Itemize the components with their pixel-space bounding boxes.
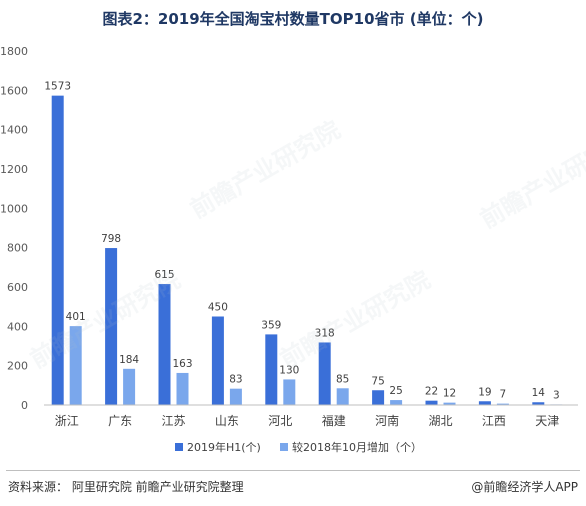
bar: [176, 372, 189, 405]
y-tick-label: 1400: [0, 124, 28, 137]
y-tick-label: 400: [7, 320, 28, 333]
data-label: 7: [500, 389, 507, 401]
y-tick-label: 600: [7, 281, 28, 294]
bar: [105, 248, 118, 405]
data-label: 83: [229, 374, 242, 386]
data-label: 25: [389, 385, 402, 397]
legend-label: 2019年H1(个): [187, 440, 261, 454]
footer-divider: [6, 470, 580, 471]
legend-swatch: [175, 443, 183, 451]
y-tick-label: 800: [7, 242, 28, 255]
data-label: 85: [336, 373, 349, 385]
chart-title: 图表2：2019年全国淘宝村数量TOP10省市 (单位：个): [102, 10, 484, 28]
data-label: 318: [315, 327, 335, 339]
data-label: 75: [371, 375, 384, 387]
x-category-label: 天津: [535, 414, 559, 428]
data-label: 130: [279, 364, 299, 376]
bar: [211, 316, 224, 405]
x-category-label: 福建: [322, 413, 346, 428]
source-note: 资料来源： 阿里研究院 前瞻产业研究院整理: [8, 480, 244, 494]
y-tick-label: 200: [7, 360, 28, 373]
bars: 1573 401 798 184 615 163 450 83 359 130 318 85 75 25 2…: [44, 81, 563, 405]
x-category-label: 河南: [375, 413, 399, 428]
data-label: 22: [425, 386, 438, 398]
bar: [425, 400, 438, 405]
y-tick-label: 1600: [0, 84, 28, 97]
bar: [318, 342, 331, 405]
x-category-label: 浙江: [55, 414, 79, 428]
bar: [229, 388, 242, 405]
y-tick-label: 1000: [0, 202, 28, 215]
data-label: 184: [119, 354, 139, 366]
bar: [123, 368, 136, 405]
data-label: 615: [154, 269, 174, 281]
y-tick-label: 0: [21, 399, 28, 412]
data-label: 359: [261, 319, 281, 331]
legend-label: 较2018年10月增加（个）: [292, 440, 422, 454]
data-label: 163: [172, 358, 192, 370]
legend-swatch: [280, 443, 288, 451]
bar: [443, 402, 456, 405]
bar: [283, 379, 296, 405]
bar: [51, 95, 64, 405]
x-category-label: 江苏: [161, 414, 185, 428]
data-label: 12: [443, 388, 456, 400]
y-axis: 0 200 400 600 800 1000 1200 1400 1600 1800: [0, 45, 28, 412]
data-label: 3: [553, 389, 560, 401]
bar: [265, 334, 278, 405]
x-category-label: 广东: [108, 414, 132, 428]
bar: [372, 390, 385, 405]
x-category-label: 山东: [215, 414, 239, 428]
x-category-label: 江西: [482, 414, 506, 428]
brand-credit: @前瞻经济学人APP: [471, 480, 578, 494]
data-label: 19: [478, 386, 491, 398]
bar: [390, 400, 403, 405]
bar: [478, 401, 491, 405]
bar: [496, 403, 509, 405]
data-label: 401: [66, 311, 86, 323]
bar: [158, 284, 171, 405]
bar-chart: 0 200 400 600 800 1000 1200 1400 1600 1800 1573 40…: [0, 45, 578, 454]
x-category-label: 湖北: [428, 413, 452, 428]
legend: 2019年H1(个) 较2018年10月增加（个）: [175, 440, 422, 454]
data-label: 1573: [44, 81, 71, 93]
y-tick-label: 1200: [0, 163, 28, 176]
y-tick-label: 1800: [0, 45, 28, 58]
bar: [532, 402, 545, 405]
data-label: 14: [532, 387, 546, 399]
x-axis: 浙江 广东 江苏 山东 河北 福建 河南 湖北 江西 天津: [44, 404, 578, 428]
data-label: 798: [101, 233, 121, 245]
x-category-label: 河北: [268, 414, 292, 428]
data-label: 450: [208, 302, 228, 314]
bar: [336, 388, 349, 405]
bar: [69, 326, 82, 405]
